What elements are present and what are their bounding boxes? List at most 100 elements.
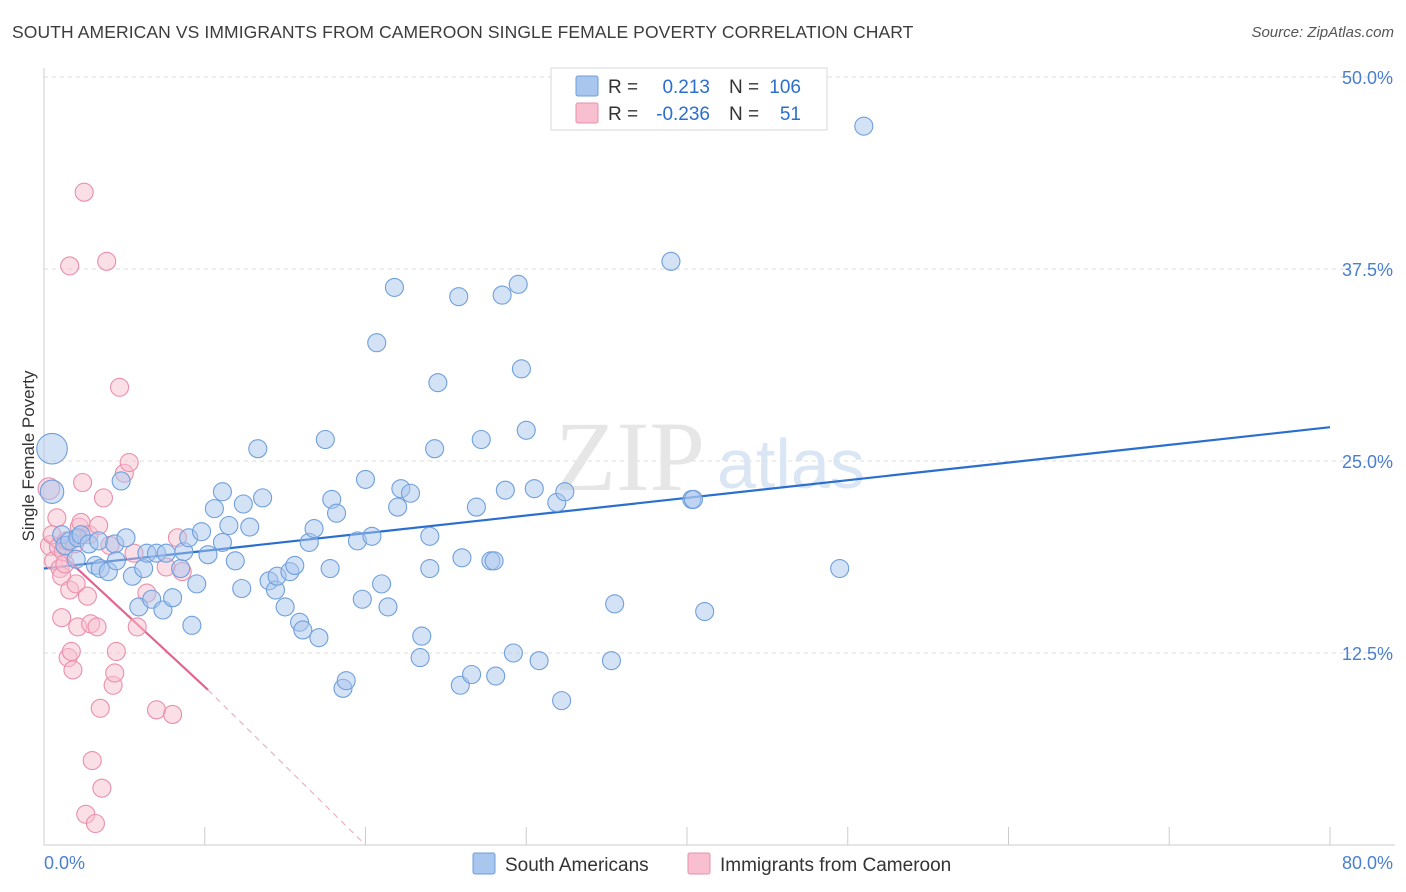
data-point <box>428 373 448 393</box>
data-point <box>372 574 392 594</box>
y-tick-labels: 12.5% 25.0% 37.5% 50.0% <box>1342 68 1393 664</box>
data-point <box>661 251 681 271</box>
legend-r-value-pink: -0.236 <box>656 104 710 125</box>
data-point <box>492 285 512 305</box>
data-point <box>171 558 191 579</box>
data-point <box>355 469 376 489</box>
data-point <box>212 532 232 552</box>
data-point <box>219 515 239 536</box>
series-south-americans <box>36 116 874 711</box>
legend-n-value-blue: 106 <box>769 77 801 98</box>
data-point <box>212 482 232 502</box>
data-point <box>293 620 313 640</box>
data-point <box>187 574 207 594</box>
legend-r-value-blue: 0.213 <box>662 77 710 98</box>
data-point <box>97 251 117 271</box>
trend-line-cameroon-extension <box>207 689 366 846</box>
series-immigrants-from-cameroon <box>37 182 192 834</box>
data-point <box>92 778 112 798</box>
data-point <box>320 558 340 579</box>
data-point <box>225 551 245 571</box>
data-point <box>486 666 506 686</box>
data-point <box>73 472 93 493</box>
chart-title: SOUTH AMERICAN VS IMMIGRANTS FROM CAMERO… <box>12 22 914 42</box>
data-point <box>315 429 335 450</box>
data-point <box>462 664 482 685</box>
data-point <box>695 601 715 622</box>
data-point <box>47 508 67 528</box>
data-point <box>127 617 147 637</box>
data-point <box>516 420 536 440</box>
legend-n-label-blue: N = <box>729 77 759 98</box>
bottom-legend-swatch-pink <box>687 852 711 875</box>
y-tick-label: 37.5% <box>1342 260 1393 280</box>
data-point <box>39 479 65 504</box>
data-point <box>327 503 347 523</box>
bottom-legend-swatch-blue <box>472 852 496 875</box>
y-tick-label: 25.0% <box>1342 452 1393 472</box>
data-point <box>146 700 167 720</box>
data-point <box>552 691 572 711</box>
data-point <box>106 641 126 662</box>
data-point <box>198 545 218 565</box>
correlation-legend: R = 0.213 N = 106 R = -0.236 N = 51 <box>550 67 828 131</box>
series-legend: South Americans Immigrants from Cameroon <box>472 852 951 876</box>
bottom-legend-label-pink: Immigrants from Cameroon <box>720 855 951 876</box>
data-point <box>52 608 72 628</box>
data-point <box>163 704 183 724</box>
data-point <box>362 526 382 546</box>
data-point <box>89 531 109 551</box>
x-ticks <box>43 827 1331 845</box>
data-point <box>60 256 80 276</box>
data-point <box>248 439 268 459</box>
data-point <box>484 551 504 571</box>
data-point <box>134 558 154 579</box>
data-point <box>495 480 515 500</box>
data-point <box>110 377 130 397</box>
data-point <box>163 588 183 608</box>
data-point <box>601 651 621 671</box>
data-point <box>119 452 139 473</box>
legend-swatch-pink <box>575 102 599 124</box>
data-point <box>182 615 202 635</box>
legend-r-label-pink: R = <box>608 104 638 125</box>
data-point <box>466 497 486 517</box>
data-point <box>36 432 68 465</box>
data-point <box>90 698 110 718</box>
data-point <box>82 750 102 771</box>
bottom-legend-label-blue: South Americans <box>505 855 649 876</box>
data-point <box>106 551 126 571</box>
data-point <box>285 555 305 575</box>
data-point <box>511 359 531 379</box>
y-tick-label: 12.5% <box>1342 644 1393 664</box>
data-point <box>529 651 549 671</box>
data-point <box>204 499 224 519</box>
data-point <box>854 116 874 136</box>
data-point <box>503 643 523 663</box>
data-point <box>74 182 94 202</box>
data-point <box>253 488 273 508</box>
legend-n-value-pink: 51 <box>780 104 801 125</box>
data-point <box>471 429 491 450</box>
data-point <box>367 333 387 353</box>
data-point <box>61 641 81 662</box>
watermark-zip: ZIP <box>555 401 705 512</box>
data-point <box>191 522 212 542</box>
data-point <box>412 626 432 646</box>
data-point <box>309 628 329 648</box>
y-axis-title: Single Female Poverty <box>19 370 38 542</box>
data-point <box>605 594 625 614</box>
x-tick-label-min: 0.0% <box>44 853 85 873</box>
data-point <box>524 479 544 499</box>
data-point <box>63 660 83 680</box>
data-point <box>410 648 430 668</box>
data-point <box>400 483 421 503</box>
data-point <box>93 488 114 508</box>
data-point <box>77 586 97 606</box>
legend-n-label-pink: N = <box>729 104 759 125</box>
legend-r-label-blue: R = <box>608 77 638 98</box>
data-point <box>388 497 408 517</box>
data-point <box>66 549 86 569</box>
data-point <box>105 663 125 683</box>
